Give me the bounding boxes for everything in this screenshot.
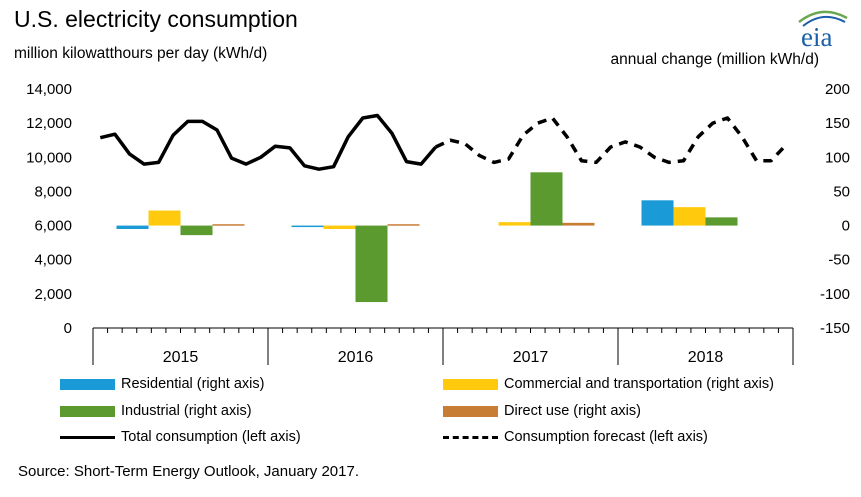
- legend-swatch-direct: [443, 405, 498, 417]
- bar-direct-2016: [387, 224, 420, 226]
- legend-label-residential: Residential (right axis): [121, 376, 265, 392]
- legend-item-direct: Direct use (right axis): [443, 403, 641, 419]
- year-label: 2017: [513, 349, 549, 366]
- legend-swatch-industrial: [60, 405, 115, 417]
- left-tick-label: 14,000: [26, 81, 72, 98]
- eia-logo: eia: [798, 10, 848, 50]
- left-tick-label: 4,000: [34, 252, 72, 269]
- bar-commercial-2016: [323, 225, 356, 229]
- logo-text: eia: [801, 22, 832, 50]
- right-tick-label: 50: [833, 183, 850, 200]
- left-axis-title: million kilowatthours per day (kWh/d): [14, 45, 268, 62]
- logo-swoosh-green: [798, 10, 848, 23]
- left-tick-label: 0: [64, 320, 72, 337]
- right-tick-label: 150: [825, 115, 850, 132]
- bar-direct-2017: [562, 222, 595, 226]
- year-label: 2018: [688, 349, 724, 366]
- bar-commercial-2015: [148, 210, 181, 226]
- right-axis-title: annual change (million kWh/d): [610, 51, 820, 68]
- year-label: 2015: [163, 349, 199, 366]
- bar-residential-2016: [291, 225, 324, 228]
- bar-commercial-2018: [673, 207, 706, 226]
- legend: Residential (right axis) Commercial and …: [0, 372, 861, 452]
- left-tick-label: 12,000: [26, 115, 72, 132]
- logo-swoosh-blue: [802, 15, 846, 27]
- chart-area: 2015 2016 2017 2018 0 2,000 4,000 6,000 8,000 10,…: [26, 81, 850, 366]
- left-tick-label: 8,000: [34, 183, 72, 200]
- right-tick-label: -100: [820, 286, 850, 303]
- bar-industrial-2015: [180, 225, 213, 236]
- bar-commercial-2017: [498, 222, 531, 226]
- left-tick-label: 10,000: [26, 149, 72, 166]
- total-consumption-line: [99, 113, 438, 171]
- legend-swatch-residential: [60, 378, 115, 390]
- bar-industrial-2018: [705, 217, 738, 226]
- legend-swatch-total: [60, 435, 115, 439]
- legend-label-commercial: Commercial and transportation (right axi…: [504, 376, 774, 392]
- bar-residential-2015: [116, 225, 149, 229]
- legend-label-industrial: Industrial (right axis): [121, 403, 252, 419]
- bar-industrial-2017: [530, 172, 563, 226]
- legend-item-total: Total consumption (left axis): [60, 429, 301, 445]
- legend-label-direct: Direct use (right axis): [504, 403, 641, 419]
- right-tick-label: 200: [825, 81, 850, 98]
- chart-title: U.S. electricity consumption: [14, 6, 298, 32]
- bar-residential-2018: [641, 200, 674, 226]
- left-tick-label: 6,000: [34, 218, 72, 235]
- bar-direct-2015: [212, 224, 245, 226]
- right-tick-label: 100: [825, 149, 850, 166]
- legend-label-total: Total consumption (left axis): [121, 429, 301, 445]
- right-tick-label: -50: [828, 252, 850, 269]
- consumption-forecast-line: [434, 116, 787, 165]
- source-note: Source: Short-Term Energy Outlook, Janua…: [18, 463, 360, 480]
- legend-item-residential: Residential (right axis): [60, 376, 264, 392]
- legend-item-forecast: Consumption forecast (left axis): [443, 429, 708, 445]
- legend-label-forecast: Consumption forecast (left axis): [504, 429, 708, 445]
- right-tick-label: 0: [842, 218, 850, 235]
- legend-item-commercial: Commercial and transportation (right axi…: [443, 376, 774, 392]
- right-tick-label: -150: [820, 320, 850, 337]
- left-tick-label: 2,000: [34, 286, 72, 303]
- legend-swatch-commercial: [443, 378, 498, 390]
- year-label: 2016: [338, 349, 374, 366]
- legend-item-industrial: Industrial (right axis): [60, 403, 252, 419]
- bar-industrial-2016: [355, 225, 388, 303]
- legend-swatch-forecast: [443, 435, 498, 439]
